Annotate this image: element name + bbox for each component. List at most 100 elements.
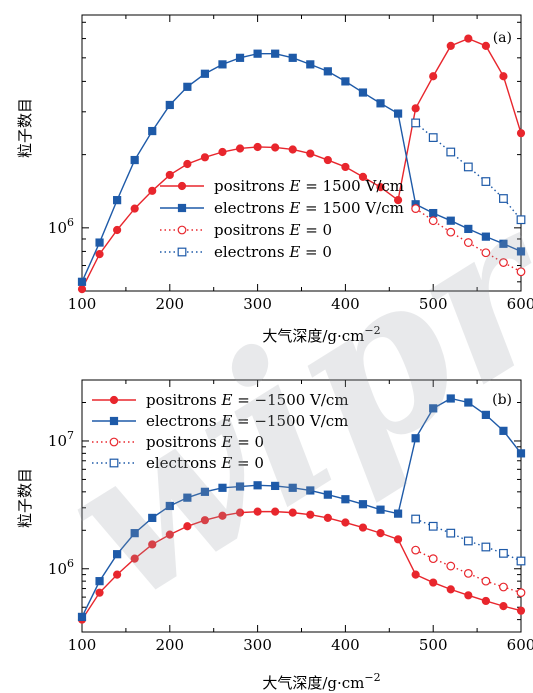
data-point xyxy=(218,60,227,69)
data-point xyxy=(393,535,403,544)
data-point xyxy=(341,518,350,527)
data-point xyxy=(499,194,508,203)
data-point xyxy=(148,540,157,549)
data-point xyxy=(411,434,420,443)
data-point xyxy=(200,516,210,525)
data-point xyxy=(481,542,491,552)
data-point xyxy=(165,530,174,539)
data-point xyxy=(481,410,490,419)
data-point xyxy=(463,536,473,546)
data-point xyxy=(95,238,104,247)
data-point xyxy=(77,612,87,622)
data-point xyxy=(393,109,403,118)
legend-label: positrons E = 1500 V/cm xyxy=(214,177,404,195)
data-point xyxy=(516,449,526,458)
data-point xyxy=(516,215,526,225)
data-point xyxy=(499,426,508,435)
data-point xyxy=(463,238,473,247)
data-point xyxy=(376,99,385,108)
legend-label: electrons E = 1500 V/cm xyxy=(214,199,404,217)
legend-label: positrons E = −1500 V/cm xyxy=(146,391,349,409)
data-point xyxy=(411,204,421,213)
series-3 xyxy=(411,118,526,225)
data-point xyxy=(183,522,192,531)
data-point xyxy=(200,69,210,78)
data-point xyxy=(499,602,508,611)
data-point xyxy=(446,561,456,571)
x-tick-label: 500 xyxy=(419,295,448,313)
panel-a: 100 200 300 400 500 600 106 大气深度/g·cm−2 粒子数目 (a) p… xyxy=(16,14,533,345)
series-2 xyxy=(411,204,526,277)
legend: positrons E = 1500 V/cm electrons E = 150… xyxy=(160,177,404,261)
data-point xyxy=(288,508,297,517)
data-point xyxy=(253,507,262,516)
y-axis-title: 粒子数目 xyxy=(16,98,34,158)
data-point xyxy=(95,577,104,586)
data-point xyxy=(323,67,332,76)
data-point xyxy=(95,588,104,597)
data-point xyxy=(428,133,438,142)
data-point xyxy=(183,82,192,91)
data-point xyxy=(446,528,456,538)
data-point xyxy=(499,72,508,81)
data-point xyxy=(323,490,332,499)
data-point xyxy=(464,34,473,43)
y-tick-label: 106 xyxy=(48,557,74,578)
data-point xyxy=(130,529,139,538)
legend-label: electrons E = 0 xyxy=(214,243,332,261)
data-point xyxy=(113,196,122,205)
x-axis-title: 大气深度/g·cm−2 xyxy=(262,671,380,692)
data-point xyxy=(341,162,350,172)
data-point xyxy=(323,155,332,165)
data-point xyxy=(323,513,332,523)
data-point xyxy=(130,204,139,213)
data-point xyxy=(288,53,297,62)
data-point xyxy=(446,41,455,50)
data-point xyxy=(464,224,473,234)
data-point xyxy=(288,483,297,492)
data-point xyxy=(376,529,385,538)
data-point xyxy=(165,100,174,110)
data-point xyxy=(358,172,368,181)
data-point xyxy=(499,582,508,592)
data-point xyxy=(358,500,368,509)
data-point xyxy=(446,585,455,594)
data-point xyxy=(148,513,157,523)
data-point xyxy=(271,481,280,491)
data-point xyxy=(109,458,119,468)
data-point xyxy=(253,142,262,152)
data-point xyxy=(271,143,280,152)
data-point xyxy=(218,483,227,492)
data-point xyxy=(235,508,245,517)
data-point xyxy=(411,118,421,128)
data-point xyxy=(306,60,315,69)
data-point xyxy=(411,545,421,555)
data-point xyxy=(165,501,174,511)
x-tick-label: 600 xyxy=(507,636,533,654)
data-point xyxy=(113,225,122,235)
data-point xyxy=(463,568,473,578)
data-point xyxy=(183,493,192,502)
y-axis-title: 粒子数目 xyxy=(16,468,34,528)
data-point xyxy=(200,487,210,496)
data-point xyxy=(109,416,119,426)
data-point xyxy=(428,521,438,531)
data-point xyxy=(148,186,157,195)
data-point xyxy=(499,239,508,248)
data-point xyxy=(516,588,526,598)
data-point xyxy=(464,398,473,407)
data-point xyxy=(446,227,456,237)
data-point xyxy=(499,258,508,267)
data-point xyxy=(253,49,262,58)
x-tick-label: 400 xyxy=(331,295,360,313)
data-point xyxy=(218,147,227,157)
x-tick-label: 600 xyxy=(507,295,533,313)
y-tick-label: 106 xyxy=(48,216,74,237)
data-point xyxy=(429,72,438,81)
panel-label: (b) xyxy=(492,392,512,408)
x-tick-label: 400 xyxy=(331,636,360,654)
data-point xyxy=(516,129,526,138)
panel-label: (a) xyxy=(493,30,512,46)
data-point xyxy=(446,394,455,403)
